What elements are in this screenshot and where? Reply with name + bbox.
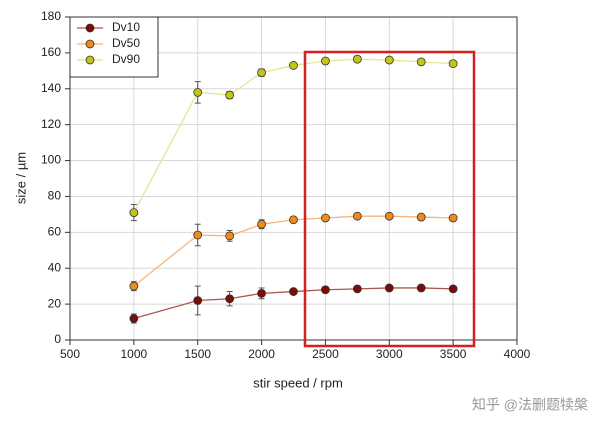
y-tick-label: 20: [48, 296, 62, 310]
data-point: [289, 61, 298, 70]
data-point: [448, 284, 458, 294]
data-point: [129, 281, 139, 291]
data-point: [384, 211, 394, 221]
data-point: [416, 212, 426, 222]
y-tick-label: 0: [54, 332, 61, 346]
x-axis-label: stir speed / rpm: [253, 375, 343, 390]
x-tick-label: 500: [60, 347, 80, 361]
data-point: [257, 288, 266, 298]
data-point: [257, 68, 266, 78]
x-tick-label: 2000: [248, 347, 275, 361]
series-line: [133, 287, 454, 320]
watermark: 知乎 @法删题犊槃: [472, 397, 588, 413]
legend-marker: [85, 23, 95, 33]
data-point: [193, 296, 203, 305]
x-tick-label: 3000: [376, 347, 403, 361]
data-point: [225, 90, 235, 100]
data-point: [352, 284, 362, 294]
legend-marker: [85, 55, 95, 65]
y-tick-label: 60: [48, 225, 62, 239]
data-point: [352, 211, 362, 221]
data-point: [384, 283, 394, 293]
x-tick-label: 1500: [184, 347, 211, 361]
data-point: [289, 287, 298, 296]
data-point: [384, 55, 394, 65]
x-tick-label: 2500: [312, 347, 339, 361]
data-point: [225, 231, 235, 241]
data-point: [321, 213, 330, 223]
legend-marker: [85, 39, 95, 49]
y-tick-label: 120: [41, 117, 61, 131]
y-tick-label: 100: [41, 153, 61, 167]
y-tick-label: 160: [41, 45, 61, 59]
y-tick-label: 80: [48, 189, 62, 203]
y-tick-label: 140: [41, 81, 61, 95]
data-point: [289, 215, 298, 225]
legend-label: Dv10: [112, 20, 140, 34]
y-axis-label: size / µm: [13, 152, 28, 204]
x-tick-label: 4000: [504, 347, 531, 361]
data-point: [416, 57, 426, 67]
data-point: [416, 283, 426, 293]
data-point: [225, 294, 235, 304]
data-point: [193, 230, 203, 240]
legend-box: [69, 16, 159, 78]
series-line: [133, 58, 454, 213]
data-point: [448, 213, 458, 223]
series-line: [133, 215, 454, 287]
legend-label: Dv90: [112, 52, 140, 66]
data-point: [352, 54, 362, 64]
data-point: [321, 285, 330, 295]
highlight-box: [303, 50, 476, 348]
data-point: [448, 59, 458, 69]
data-point: [193, 87, 203, 97]
data-point: [129, 314, 139, 323]
plot-frame: [69, 16, 518, 341]
data-point: [321, 56, 330, 66]
x-tick-label: 3500: [440, 347, 467, 361]
x-tick-label: 1000: [121, 347, 148, 361]
y-tick-label: 40: [48, 260, 62, 274]
data-point: [257, 219, 266, 229]
data-point: [129, 208, 139, 217]
y-tick-label: 180: [41, 9, 61, 23]
legend-label: Dv50: [112, 36, 140, 50]
